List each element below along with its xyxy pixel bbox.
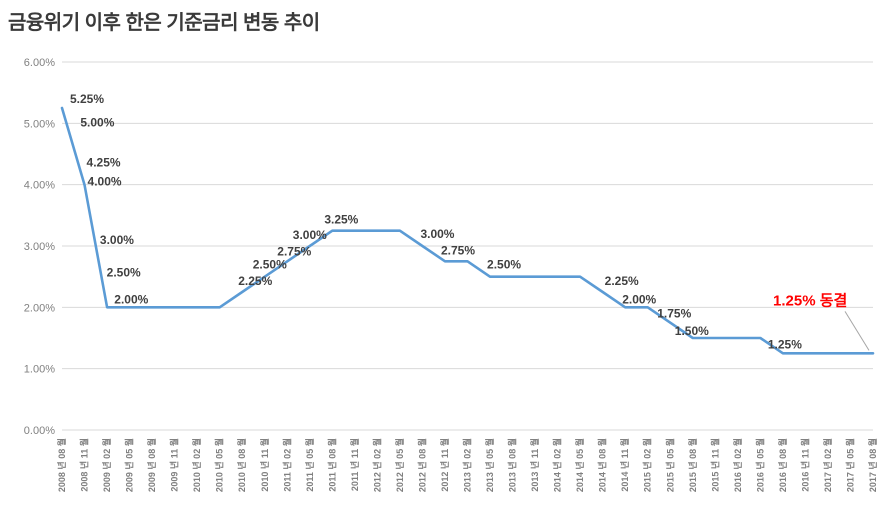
x-axis-tick-label: 2012 년 05 월 <box>394 438 405 492</box>
x-axis-tick-label: 2017 년 05 월 <box>844 438 855 492</box>
data-label: 1.25% <box>768 337 802 351</box>
x-axis-tick-label: 2010 년 02 월 <box>191 438 202 492</box>
data-label: 2.75% <box>277 244 311 258</box>
y-axis-tick-label: 5.00% <box>24 118 55 130</box>
x-axis-tick-label: 2015 년 08 월 <box>687 438 698 492</box>
data-label: 2.50% <box>487 258 521 272</box>
x-axis-tick-label: 2012 년 11 월 <box>439 438 450 492</box>
chart-title: 금융위기 이후 한은 기준금리 변동 추이 <box>8 12 320 34</box>
data-label: 3.25% <box>324 213 358 227</box>
y-axis-tick-label: 2.00% <box>24 302 55 314</box>
x-axis-tick-label: 2008 년 08 월 <box>56 438 67 492</box>
x-axis-tick-label: 2012 년 08 월 <box>416 438 427 492</box>
freeze-annotation: 1.25% 동결 <box>773 291 847 309</box>
x-axis-tick-label: 2010 년 05 월 <box>214 438 225 492</box>
data-label: 5.25% <box>70 92 104 106</box>
data-label: 3.00% <box>420 227 454 241</box>
data-label: 5.00% <box>80 115 114 129</box>
x-axis-tick-label: 2008 년 11 월 <box>79 438 90 492</box>
x-axis-tick-label: 2013 년 02 월 <box>462 438 473 492</box>
data-label: 2.25% <box>605 274 639 288</box>
data-label: 2.00% <box>622 292 656 306</box>
x-axis-tick-label: 2011 년 05 월 <box>304 438 315 492</box>
data-label: 1.75% <box>657 307 691 321</box>
data-label: 2.50% <box>253 258 287 272</box>
y-axis-tick-label: 3.00% <box>24 241 55 253</box>
x-axis-tick-label: 2009 년 11 월 <box>169 438 180 492</box>
x-axis-tick-label: 2014 년 11 월 <box>619 438 630 492</box>
x-axis-tick-label: 2014 년 08 월 <box>597 438 608 492</box>
x-axis-tick-label: 2014 년 02 월 <box>552 438 563 492</box>
data-label: 3.00% <box>293 228 327 242</box>
data-label: 2.75% <box>441 243 475 257</box>
data-label: 2.25% <box>238 274 272 288</box>
x-axis-tick-label: 2011 년 08 월 <box>326 438 337 492</box>
y-axis-tick-label: 6.00% <box>24 57 55 69</box>
x-axis-tick-label: 2016 년 02 월 <box>732 438 743 492</box>
data-label: 1.50% <box>675 324 709 338</box>
x-axis-tick-label: 2011 년 11 월 <box>349 438 360 491</box>
x-axis-tick-label: 2015 년 11 월 <box>709 438 720 492</box>
data-label: 4.25% <box>87 155 121 169</box>
y-axis-tick-label: 4.00% <box>24 180 55 192</box>
x-axis-tick-label: 2009 년 08 월 <box>146 438 157 492</box>
y-axis-tick-label: 1.00% <box>24 364 55 376</box>
x-axis-tick-label: 2009 년 02 월 <box>101 438 112 492</box>
x-axis-tick-label: 2014 년 05 월 <box>574 438 585 492</box>
data-label: 2.50% <box>107 266 141 280</box>
rate-line-series <box>60 106 875 355</box>
x-axis-tick-label: 2017 년 08 월 <box>867 438 878 492</box>
x-axis-tick-label: 2013 년 05 월 <box>484 438 495 492</box>
x-axis-tick-label: 2011 년 02 월 <box>281 438 292 492</box>
x-axis-tick-label: 2016 년 05 월 <box>754 438 765 492</box>
annotation-leader-line <box>844 311 870 351</box>
data-label: 3.00% <box>100 233 134 247</box>
x-axis-tick-label: 2017 년 02 월 <box>822 438 833 492</box>
x-axis-tick-label: 2015 년 05 월 <box>664 438 675 492</box>
x-axis-tick-label: 2016 년 08 월 <box>777 438 788 492</box>
data-label: 2.00% <box>114 292 148 306</box>
x-axis-tick-label: 2015 년 02 월 <box>642 438 653 492</box>
x-axis-tick-label: 2010 년 08 월 <box>236 438 247 492</box>
data-label: 4.00% <box>88 175 122 189</box>
x-axis-tick-label: 2012 년 02 월 <box>371 438 382 492</box>
y-axis-tick-label: 0.00% <box>24 425 55 437</box>
x-axis-tick-label: 2010 년 11 월 <box>259 438 270 492</box>
x-axis-tick-label: 2016 년 11 월 <box>799 438 810 492</box>
x-axis-tick-label: 2013 년 08 월 <box>507 438 518 492</box>
x-axis-tick-label: 2009 년 05 월 <box>124 438 135 492</box>
x-axis-tick-label: 2013 년 11 월 <box>529 438 540 492</box>
